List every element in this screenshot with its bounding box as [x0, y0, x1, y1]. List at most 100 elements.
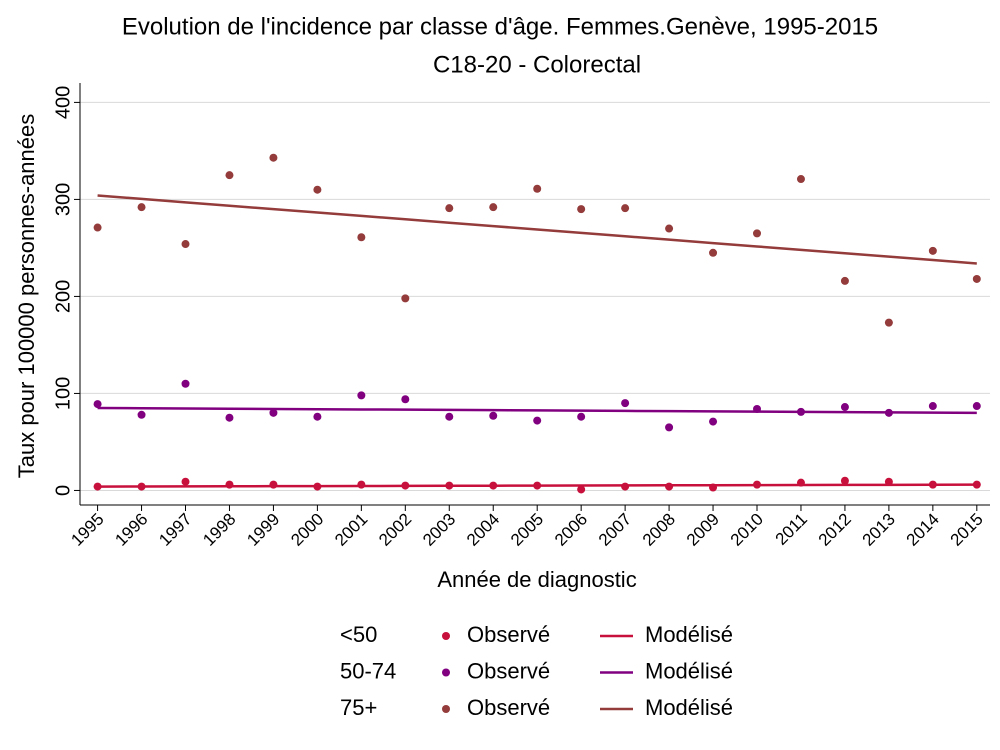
y-tick-label: 200: [52, 280, 74, 313]
observed-point: [489, 411, 498, 420]
observed-point: [225, 480, 234, 489]
observed-point: [137, 410, 146, 419]
chart-subtitle: C18-20 - Colorectal: [433, 51, 641, 78]
legend-group: 75+: [340, 695, 377, 720]
observed-point: [357, 233, 366, 242]
observed-point: [93, 223, 102, 232]
observed-point: [269, 480, 278, 489]
observed-point: [796, 407, 805, 416]
observed-point: [972, 274, 981, 283]
y-tick-label: 100: [52, 377, 74, 410]
observed-point: [972, 480, 981, 489]
x-tick-label: 2015: [947, 510, 987, 550]
observed-point: [313, 185, 322, 194]
observed-point: [928, 480, 937, 489]
x-tick-label: 2007: [595, 510, 635, 550]
x-tick-label: 2005: [507, 510, 547, 550]
observed-point: [445, 481, 454, 490]
observed-point: [928, 246, 937, 255]
x-tick-label: 1995: [67, 510, 107, 550]
x-tick-label: 2008: [639, 510, 679, 550]
observed-point: [357, 391, 366, 400]
observed-point: [533, 481, 542, 490]
observed-point: [884, 408, 893, 417]
x-tick-label: 2003: [419, 510, 459, 550]
observed-point: [665, 224, 674, 233]
observed-point: [313, 482, 322, 491]
observed-point: [489, 203, 498, 212]
observed-point: [884, 477, 893, 486]
x-tick-label: 1998: [199, 510, 239, 550]
x-tick-label: 2013: [859, 510, 899, 550]
observed-point: [840, 276, 849, 285]
x-tick-label: 2010: [727, 510, 767, 550]
legend-modeled: Modélisé: [645, 695, 733, 720]
legend-observed: Observé: [467, 658, 550, 683]
x-tick-label: 2000: [287, 510, 327, 550]
x-tick-label: 2014: [903, 510, 943, 550]
model-line: [97, 406, 977, 415]
x-tick-label: 2011: [772, 510, 811, 549]
y-axis-label: Taux pour 100000 personnes-années: [14, 114, 39, 479]
observed-point: [621, 399, 630, 408]
observed-point: [269, 153, 278, 162]
observed-point: [709, 248, 718, 257]
legend-dot: [442, 632, 450, 640]
observed-point: [357, 480, 366, 489]
observed-point: [533, 184, 542, 193]
observed-point: [181, 379, 190, 388]
observed-point: [269, 408, 278, 417]
observed-point: [796, 478, 805, 487]
x-tick-label: 2012: [815, 510, 855, 550]
x-tick-label: 2004: [463, 510, 503, 550]
observed-point: [709, 483, 718, 492]
observed-point: [840, 476, 849, 485]
legend-group: <50: [340, 622, 377, 647]
observed-point: [577, 485, 586, 494]
y-tick-label: 0: [52, 485, 74, 496]
observed-point: [445, 204, 454, 213]
observed-point: [313, 412, 322, 421]
legend-modeled: Modélisé: [645, 658, 733, 683]
observed-point: [137, 482, 146, 491]
observed-point: [533, 416, 542, 425]
observed-point: [621, 204, 630, 213]
x-tick-label: 1999: [243, 510, 283, 550]
observed-point: [577, 412, 586, 421]
legend-modeled: Modélisé: [645, 622, 733, 647]
observed-point: [753, 404, 762, 413]
chart-title: Evolution de l'incidence par classe d'âg…: [122, 13, 878, 40]
observed-point: [621, 482, 630, 491]
legend-dot: [442, 668, 450, 677]
legend-observed: Observé: [467, 622, 550, 647]
x-tick-label: 2002: [375, 510, 415, 550]
observed-point: [225, 171, 234, 180]
x-tick-label: 2001: [331, 510, 371, 550]
observed-point: [137, 203, 146, 212]
observed-point: [753, 480, 762, 489]
legend-dot: [442, 705, 450, 713]
observed-point: [928, 402, 937, 411]
observed-point: [401, 294, 410, 303]
observed-point: [401, 395, 410, 404]
observed-point: [181, 240, 190, 249]
x-tick-label: 2006: [551, 510, 591, 550]
observed-point: [93, 400, 102, 409]
observed-point: [753, 229, 762, 238]
observed-point: [577, 205, 586, 214]
observed-point: [93, 482, 102, 491]
observed-point: [840, 403, 849, 412]
x-axis-label: Année de diagnostic: [437, 567, 636, 592]
observed-point: [665, 423, 674, 432]
x-tick-label: 1996: [111, 510, 151, 550]
legend-observed: Observé: [467, 695, 550, 720]
observed-point: [445, 412, 454, 421]
x-tick-label: 2009: [683, 510, 723, 550]
observed-point: [489, 481, 498, 490]
observed-point: [796, 175, 805, 184]
observed-point: [884, 318, 893, 327]
observed-point: [709, 417, 718, 426]
observed-point: [181, 477, 190, 486]
y-tick-label: 400: [52, 86, 74, 119]
